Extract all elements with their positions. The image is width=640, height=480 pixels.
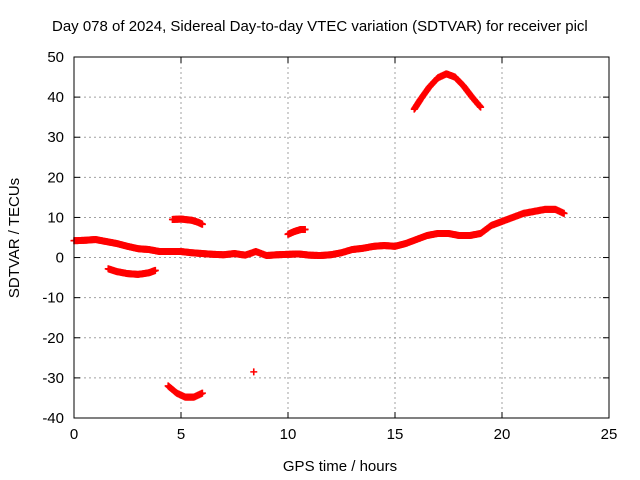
data-points — [70, 70, 568, 401]
x-tick-label: 10 — [280, 426, 297, 443]
y-tick-label: 20 — [47, 169, 64, 186]
series-segment-a — [104, 265, 159, 278]
y-tick-label: 0 — [56, 250, 64, 267]
x-tick-label: 25 — [601, 426, 618, 443]
y-tick-label: -30 — [42, 370, 64, 387]
data-point — [250, 368, 258, 376]
data-point — [151, 266, 159, 274]
data-point — [560, 209, 568, 217]
data-point — [198, 220, 206, 228]
y-tick-label: 30 — [47, 129, 64, 146]
y-tick-label: 50 — [47, 49, 64, 66]
y-tick-label: -20 — [42, 330, 64, 347]
series-segment-e — [164, 382, 206, 401]
x-tick-label: 15 — [387, 426, 404, 443]
x-tick-label: 5 — [177, 426, 185, 443]
data-point — [301, 225, 309, 233]
y-tick-label: -40 — [42, 410, 64, 427]
y-tick-label: 10 — [47, 209, 64, 226]
series-segment-c — [284, 225, 309, 238]
series-segment-f — [250, 368, 258, 376]
data-point — [477, 103, 485, 111]
x-tick-label: 20 — [494, 426, 511, 443]
x-tick-label: 0 — [70, 426, 78, 443]
series-segment-d — [410, 70, 485, 113]
y-tick-label: -10 — [42, 290, 64, 307]
data-point — [198, 389, 206, 397]
axes: 0 5 10 15 20 25 -40 -30 -20 -10 0 10 20 30 40 50 — [42, 49, 617, 443]
x-axis-label: GPS time / hours — [283, 458, 397, 475]
chart-title: Day 078 of 2024, Sidereal Day-to-day VTE… — [52, 18, 588, 35]
y-axis-label: SDTVAR / TECUs — [6, 178, 23, 298]
series-main-band — [70, 205, 568, 260]
series-segment-b — [168, 215, 206, 228]
y-tick-label: 40 — [47, 89, 64, 106]
plot-frame — [73, 56, 610, 419]
grid-lines — [74, 57, 609, 418]
